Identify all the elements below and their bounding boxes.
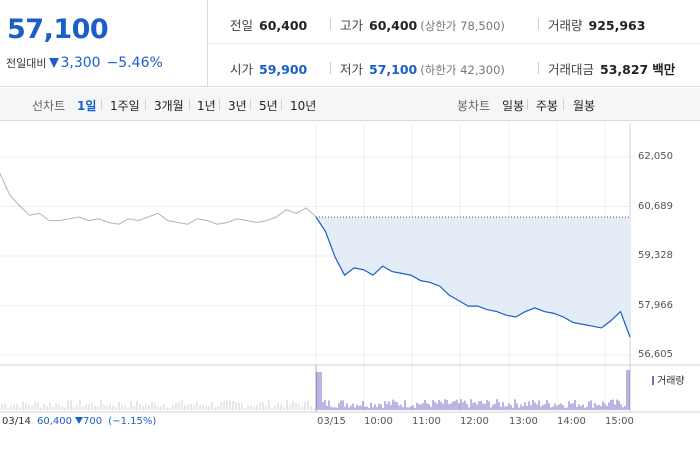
quote-summary: 57,100 전일대비 3,300 −5.46% 전일 60,400 고가 60,400…	[0, 0, 700, 87]
divider	[538, 62, 539, 74]
current-price: 57,100	[7, 14, 109, 45]
divider	[250, 99, 251, 110]
tab-1y[interactable]: 1년	[197, 99, 216, 113]
today-price-line	[315, 216, 631, 338]
candle-chart-label: 봉차트	[457, 99, 491, 113]
stat-label: 거래대금	[548, 62, 595, 77]
change-value: 3,300	[60, 55, 101, 71]
x-tick-label: 15:00	[605, 416, 634, 427]
down-triangle-icon	[75, 417, 84, 424]
tab-1w[interactable]: 1주일	[110, 99, 140, 113]
x-tick-label: 12:00	[460, 416, 489, 427]
volume-legend: 거래량	[652, 372, 685, 387]
prev-day-info: 03/14 60,400 700 (−1.15%)	[2, 416, 156, 427]
stat-prev-close: 전일 60,400	[230, 15, 307, 34]
stat-label: 시가	[230, 62, 254, 77]
volume-swatch	[652, 376, 654, 385]
stat-label: 고가	[340, 18, 364, 33]
stat-amount: 거래대금 53,827 백만	[548, 59, 675, 78]
tab-3m[interactable]: 3개월	[154, 99, 184, 113]
x-tick-label: 13:00	[509, 416, 538, 427]
stat-value: 60,400	[369, 18, 418, 33]
divider	[330, 62, 331, 74]
y-tick-label: 59,328	[638, 250, 673, 261]
tab-weekly[interactable]: 주봉	[536, 99, 559, 113]
divider	[145, 99, 146, 110]
x-tick-label: 14:00	[557, 416, 586, 427]
divider	[101, 99, 102, 110]
stats-grid: 전일 60,400 고가 60,400 (상한가 78,500) 거래량 925,963…	[208, 0, 700, 86]
x-tick-label: 11:00	[412, 416, 441, 427]
stat-value: 53,827	[600, 62, 649, 77]
stat-value: 60,400	[259, 18, 308, 33]
down-triangle-icon	[49, 58, 60, 68]
prev-day-change-pct: (−1.15%)	[108, 416, 157, 427]
divider	[330, 18, 331, 30]
y-tick-label: 57,966	[638, 300, 673, 311]
volume-legend-label: 거래량	[657, 376, 685, 387]
change-row: 전일대비 3,300 −5.46%	[6, 55, 163, 71]
stat-high: 고가 60,400 (상한가 78,500)	[340, 15, 505, 34]
tab-daily[interactable]: 일봉	[502, 99, 525, 113]
prev-day-date: 03/14	[2, 416, 31, 427]
today-fill-area	[316, 217, 630, 337]
divider	[189, 99, 190, 110]
prev-day-close: 60,400	[37, 416, 73, 427]
period-tabs: 선차트 1일 1주일 3개월 1년 3년 5년 10년 봉차트 일봉 주봉 월봉	[0, 88, 700, 121]
line-chart-label: 선차트	[32, 99, 66, 113]
change-percent: −5.46%	[106, 55, 163, 71]
divider	[219, 99, 220, 110]
stat-low: 저가 57,100 (하한가 42,300)	[340, 59, 505, 78]
tab-5y[interactable]: 5년	[259, 99, 278, 113]
tab-3y[interactable]: 3년	[228, 99, 247, 113]
y-tick-label: 60,689	[638, 201, 673, 212]
divider	[538, 18, 539, 30]
stat-label: 저가	[340, 62, 364, 77]
current-price-panel: 57,100 전일대비 3,300 −5.46%	[0, 0, 208, 86]
y-tick-label: 56,605	[638, 349, 673, 360]
x-tick-label: 10:00	[364, 416, 393, 427]
stat-volume: 거래량 925,963	[548, 15, 645, 34]
x-tick-label: 03/15	[317, 416, 346, 427]
tab-monthly[interactable]: 월봉	[573, 99, 596, 113]
divider	[281, 99, 282, 110]
row-divider	[208, 43, 700, 44]
prev-day-change: 700	[83, 416, 103, 427]
previous-day-line	[0, 173, 317, 225]
tab-10y[interactable]: 10년	[290, 99, 317, 113]
stat-value: 57,100	[369, 62, 418, 77]
stat-value: 925,963	[588, 18, 646, 33]
stat-sub: (상한가 78,500)	[420, 19, 505, 33]
stat-label: 전일	[230, 18, 254, 33]
divider	[527, 99, 528, 110]
tab-1d[interactable]: 1일	[77, 99, 97, 113]
y-tick-label: 62,050	[638, 151, 673, 162]
stat-value: 59,900	[259, 62, 308, 77]
stat-open: 시가 59,900	[230, 59, 307, 78]
stat-label: 거래량	[548, 18, 583, 33]
change-label: 전일대비	[6, 57, 47, 70]
volume-bars	[1, 370, 630, 410]
divider	[563, 99, 564, 110]
stat-unit: 백만	[652, 62, 676, 77]
stat-sub: (하한가 42,300)	[420, 63, 505, 77]
